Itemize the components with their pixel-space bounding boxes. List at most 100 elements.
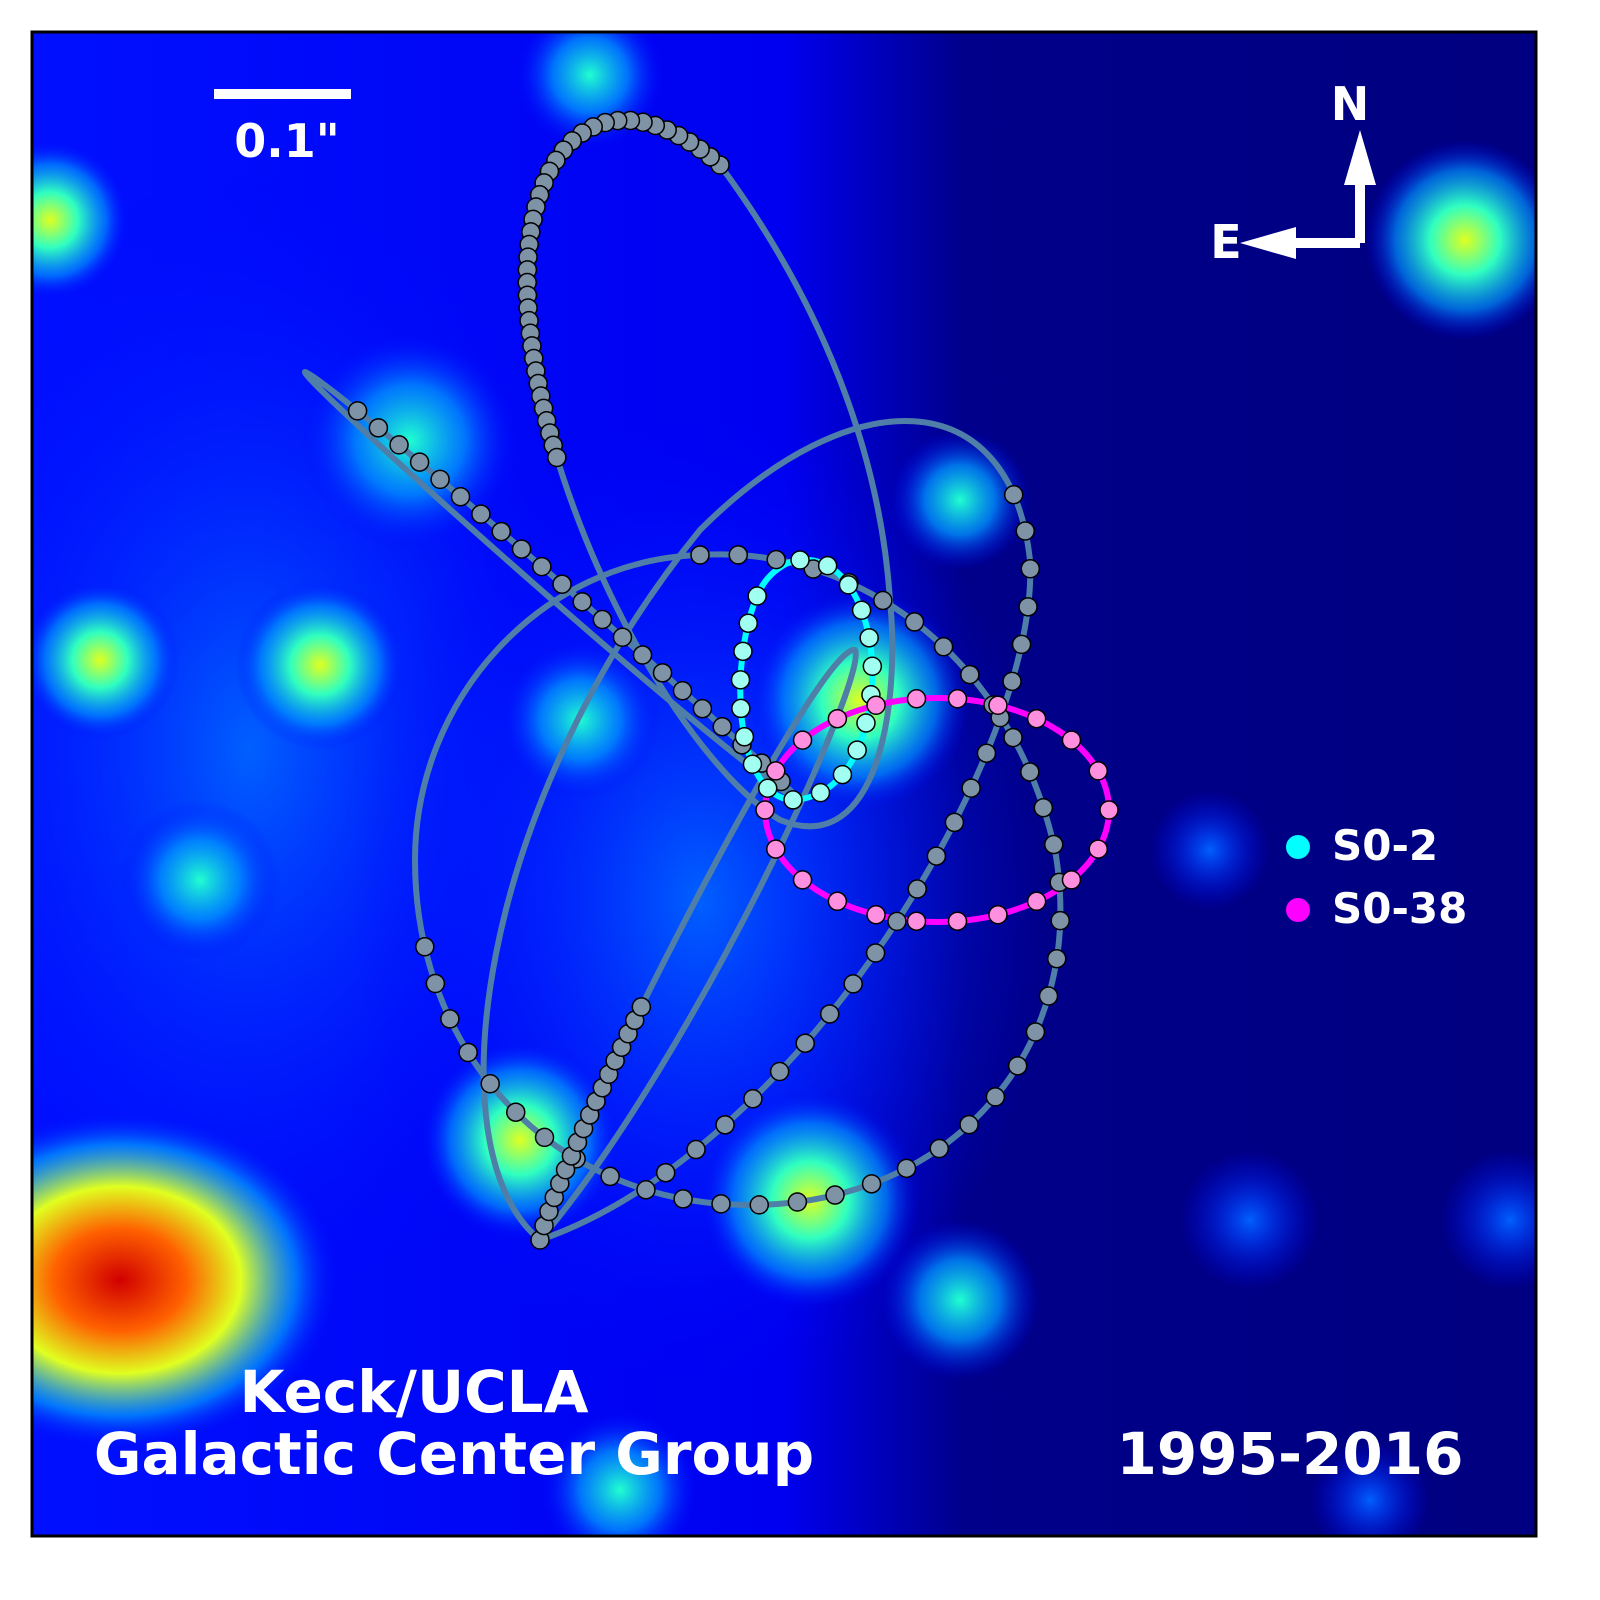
observation-point [819,1004,840,1024]
observation-point [838,575,859,595]
observation-point [600,1166,620,1187]
observation-point [592,609,613,630]
observation-point [738,613,758,633]
observation-point [1015,521,1036,541]
observation-point [631,997,652,1017]
observation-point [865,943,886,963]
observation-point [1011,634,1032,655]
observation-point [1061,870,1082,890]
observation-point [792,730,813,750]
observation-point [787,1192,808,1212]
observation-point [926,846,947,866]
observation-point [480,1074,500,1094]
observation-point [861,1174,882,1194]
date-range: 1995-2016 [1117,1420,1464,1488]
observation-point [368,418,389,438]
observation-point [711,1194,731,1214]
observation-point [347,401,368,421]
observation-point [652,663,673,683]
observation-point [743,1088,763,1109]
observation-point [552,574,572,594]
legend-label-s0-2: S0-2 [1332,821,1438,870]
observation-point [742,754,763,774]
observation-point [859,628,879,648]
observation-point [1038,986,1059,1006]
observation-point [843,974,863,994]
observation-point [612,627,633,647]
observation-point [988,695,1008,715]
observation-point [792,870,813,890]
north-label: N [1331,77,1370,131]
observation-point [1002,671,1022,692]
observation-point [532,556,552,577]
observation-point [766,839,786,859]
observation-point [866,905,886,925]
observation-point [547,447,567,468]
observation-point [1088,839,1108,859]
observation-point [832,764,853,785]
observation-point [887,911,907,932]
observation-point [783,790,803,810]
observation-point [430,469,450,490]
observation-point [712,716,732,737]
observation-point [1046,948,1067,969]
observation-point [690,545,710,565]
observation-point [933,637,954,657]
observation-point [505,1102,526,1122]
north-arrow-icon [1344,130,1376,185]
observation-point [511,539,532,559]
observation-point [988,905,1008,925]
observation-point [1007,1056,1028,1076]
observation-point [1043,834,1064,855]
east-label: E [1210,215,1241,269]
compass-arrows [1290,175,1365,248]
observation-point [1088,761,1108,781]
observation-point [825,1185,845,1205]
observation-point [810,782,831,803]
observation-point [862,656,883,676]
orbit-line [480,418,1034,1243]
observation-point [851,600,872,621]
observation-point [491,521,512,542]
observation-point [673,1189,693,1209]
frame-border [30,30,1538,1538]
east-arrow-icon [1240,227,1296,259]
observation-point [906,689,927,709]
observation-point [755,800,775,820]
observation-point [906,911,927,931]
observation-point [960,664,980,685]
observation-point [790,550,810,570]
observation-point [896,1158,917,1179]
credit-line-2: Galactic Center Group [94,1420,814,1488]
observation-point [947,689,968,709]
observation-point [458,1042,478,1063]
scale-bar: 0.1" [214,89,351,168]
legend: S0-2 S0-38 [1286,821,1467,933]
observation-point [1050,910,1070,931]
compass: N E [1210,77,1376,269]
observation-point [471,504,491,524]
observation-point [827,891,848,912]
legend-marker-s0-2 [1286,835,1310,859]
observation-point [907,879,927,899]
observation-point [769,1061,790,1082]
observation-point [976,743,997,763]
observation-point [572,592,592,612]
observation-point [904,612,925,632]
observation-point [866,695,886,715]
observation-point [450,486,471,507]
observation-point [1025,1022,1046,1042]
observation-point [672,680,693,701]
observation-point [757,778,778,798]
observation-point [632,645,653,665]
observation-point [692,698,713,719]
observation-point [985,1087,1006,1107]
observation-point [1026,708,1047,729]
legend-marker-s0-38 [1286,898,1310,922]
observation-point [1020,762,1040,782]
sky-image [32,32,1536,1536]
observation-point [440,1009,460,1029]
observation-point [1099,800,1119,820]
observation-point [749,1195,770,1215]
